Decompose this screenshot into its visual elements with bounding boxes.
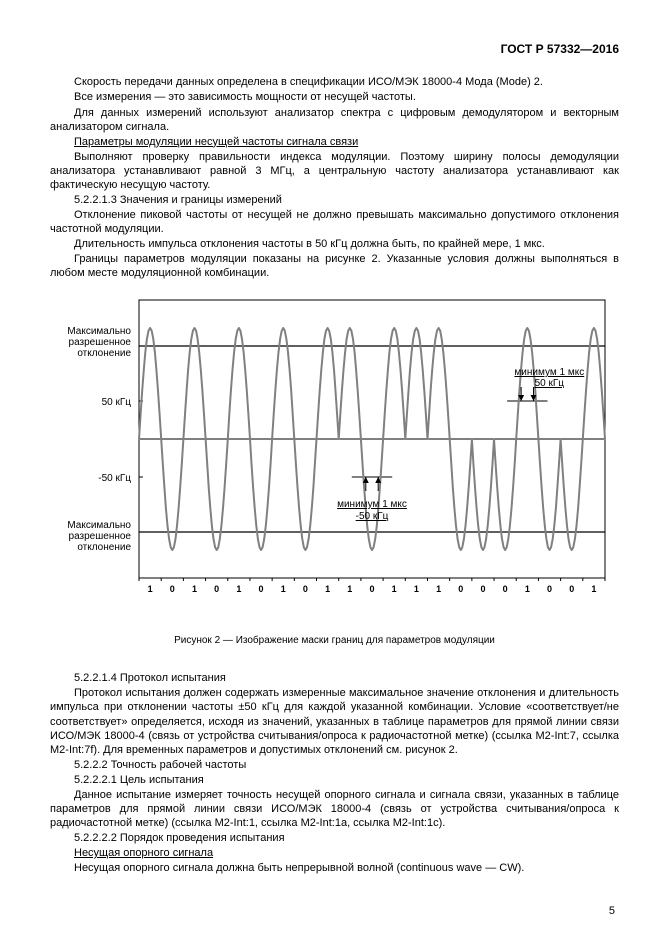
svg-text:-50 кГц: -50 кГц <box>355 511 388 522</box>
svg-text:минимум 1 мкс: минимум 1 мкс <box>337 499 407 510</box>
section-number: 5.2.2.1.3 Значения и границы измерений <box>50 193 619 207</box>
body-text: Выполняют проверку правильности индекса … <box>50 150 619 192</box>
svg-text:разрешенное: разрешенное <box>68 531 131 542</box>
svg-text:1: 1 <box>347 584 352 594</box>
section-subtitle: Несущая опорного сигнала <box>50 846 619 860</box>
svg-text:1: 1 <box>147 584 152 594</box>
svg-text:0: 0 <box>258 584 263 594</box>
modulation-mask-chart: Максимальноразрешенноеотклонение50 кГц-5… <box>55 286 615 616</box>
page: ГОСТ Р 57332—2016 Скорость передачи данн… <box>0 0 661 936</box>
svg-text:0: 0 <box>458 584 463 594</box>
svg-text:1: 1 <box>524 584 529 594</box>
body-text: Длительность импульса отклонения частоты… <box>50 237 619 251</box>
svg-text:0: 0 <box>569 584 574 594</box>
body-text: Скорость передачи данных определена в сп… <box>50 75 619 89</box>
body-text: Все измерения — это зависимость мощности… <box>50 90 619 104</box>
svg-text:разрешенное: разрешенное <box>68 337 131 348</box>
svg-text:0: 0 <box>547 584 552 594</box>
svg-text:отклонение: отклонение <box>77 348 131 359</box>
body-text: Данное испытание измеряет точность несущ… <box>50 788 619 830</box>
figure-caption: Рисунок 2 — Изображение маски границ для… <box>50 635 619 648</box>
doc-header: ГОСТ Р 57332—2016 <box>50 42 619 57</box>
svg-text:1: 1 <box>236 584 241 594</box>
svg-text:отклонение: отклонение <box>77 542 131 553</box>
section-number: 5.2.2.2.1 Цель испытания <box>50 773 619 787</box>
body-text: Несущая опорного сигнала должна быть неп… <box>50 861 619 875</box>
svg-text:50 кГц: 50 кГц <box>101 397 131 408</box>
page-number: 5 <box>609 904 615 918</box>
body-text: Протокол испытания должен содержать изме… <box>50 686 619 756</box>
svg-text:1: 1 <box>591 584 596 594</box>
section-number: 5.2.2.1.4 Протокол испытания <box>50 671 619 685</box>
svg-text:Максимально: Максимально <box>67 326 131 337</box>
svg-text:1: 1 <box>436 584 441 594</box>
svg-text:0: 0 <box>480 584 485 594</box>
svg-text:1: 1 <box>413 584 418 594</box>
svg-text:0: 0 <box>502 584 507 594</box>
svg-text:0: 0 <box>369 584 374 594</box>
section-number: 5.2.2.2.2 Порядок проведения испытания <box>50 831 619 845</box>
svg-text:0: 0 <box>214 584 219 594</box>
svg-text:50 кГц: 50 кГц <box>534 378 564 389</box>
body-text: Для данных измерений используют анализат… <box>50 106 619 134</box>
svg-text:1: 1 <box>280 584 285 594</box>
svg-text:минимум 1 мкс: минимум 1 мкс <box>514 367 584 378</box>
underline-text: Несущая опорного сигнала <box>74 847 213 859</box>
section-subtitle: Параметры модуляции несущей частоты сигн… <box>50 135 619 149</box>
figure-2: Максимальноразрешенноеотклонение50 кГц-5… <box>55 286 615 620</box>
svg-text:0: 0 <box>302 584 307 594</box>
svg-text:1: 1 <box>191 584 196 594</box>
svg-text:-50 кГц: -50 кГц <box>98 473 131 484</box>
svg-text:1: 1 <box>391 584 396 594</box>
section-number: 5.2.2.2 Точность рабочей частоты <box>50 758 619 772</box>
svg-text:Максимально: Максимально <box>67 520 131 531</box>
body-text: Отклонение пиковой частоты от несущей не… <box>50 208 619 236</box>
svg-text:1: 1 <box>325 584 330 594</box>
body-text: Границы параметров модуляции показаны на… <box>50 252 619 280</box>
svg-text:0: 0 <box>169 584 174 594</box>
underline-text: Параметры модуляции несущей частоты сигн… <box>74 136 358 148</box>
